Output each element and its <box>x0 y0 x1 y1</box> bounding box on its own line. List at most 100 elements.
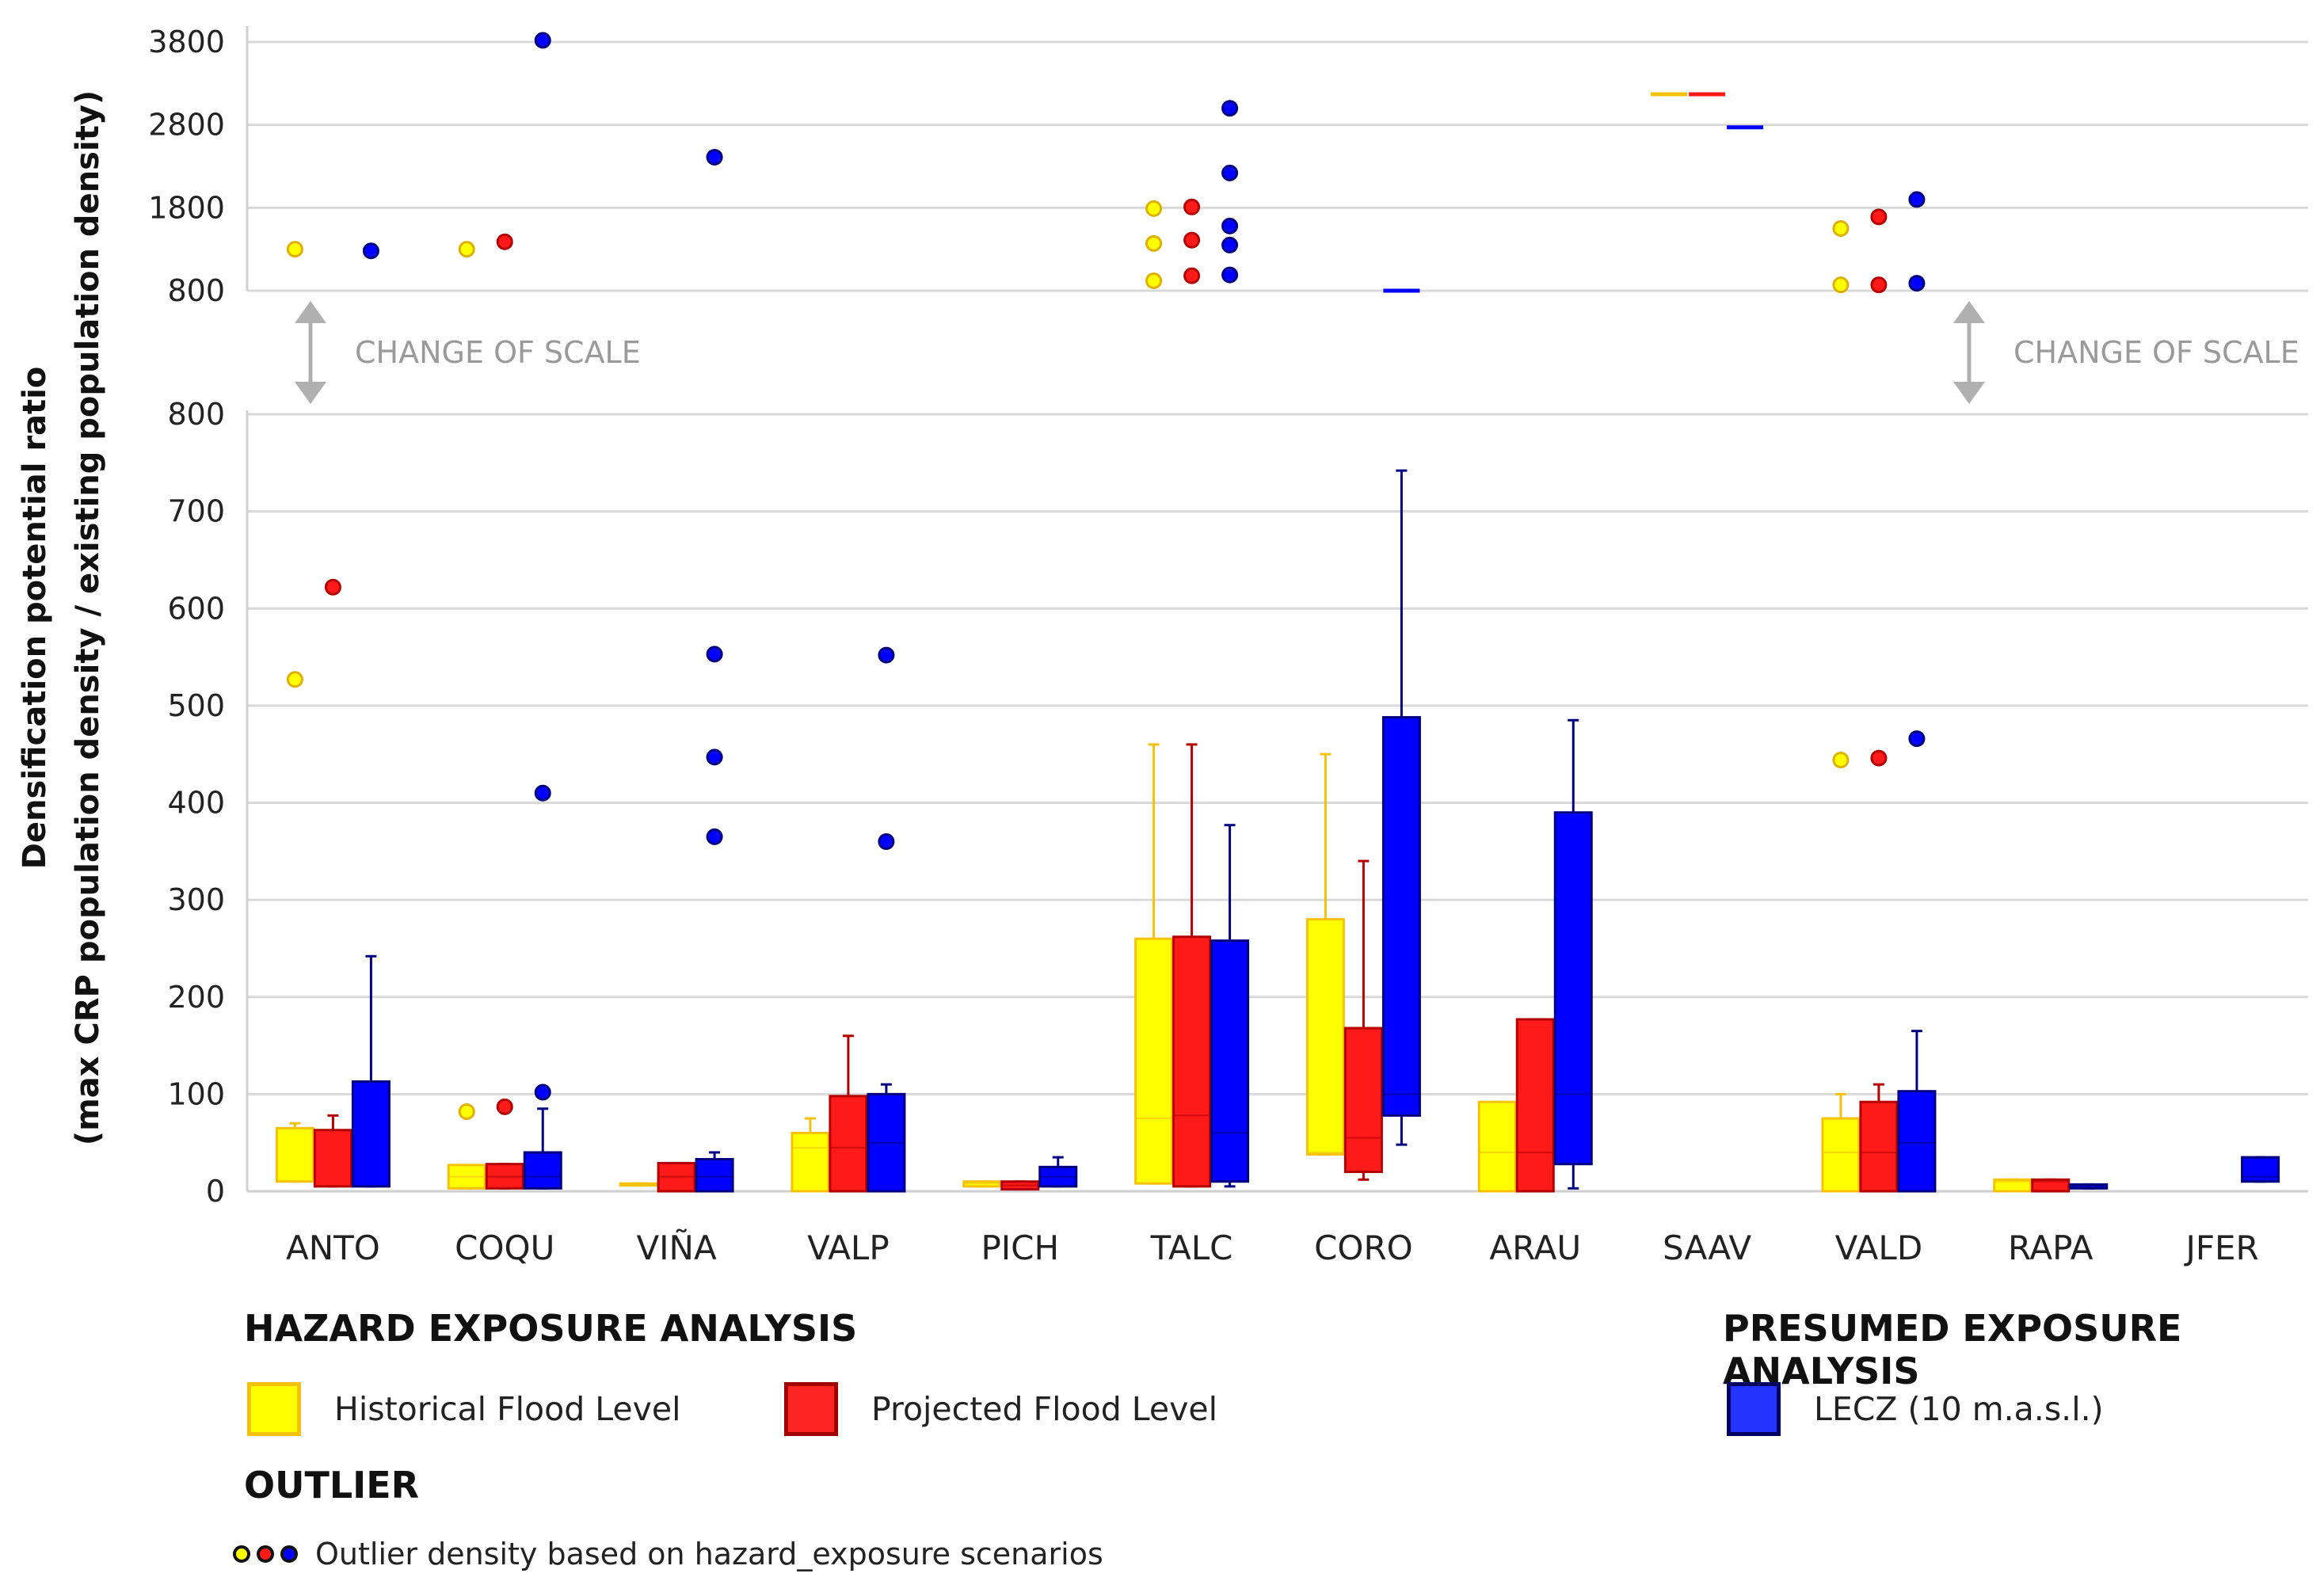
box-coqu-2 <box>523 1151 562 1190</box>
scale-break-arrowhead-down-right <box>1953 382 1985 404</box>
x-tick-jfer: JFER <box>2183 1228 2258 1267</box>
legend-item-outlier: Outlier density based on hazard_exposure… <box>233 1537 1103 1571</box>
box-coro-1 <box>1343 1027 1383 1173</box>
outlier-anto-0-0 <box>286 671 303 688</box>
x-tick-talc: TALC <box>1150 1228 1233 1267</box>
y-tick-upper-1800: 1800 <box>148 190 225 225</box>
outlier-vald-0-7 <box>1832 220 1850 237</box>
outlier-vald-2-15 <box>1908 191 1926 208</box>
outlier-dot-yellow <box>233 1545 250 1563</box>
outlier-coqu-1-1 <box>496 1098 513 1115</box>
outlier-coqu-2-3 <box>534 1084 551 1101</box>
scale-break-right: CHANGE OF SCALE <box>1953 301 2299 404</box>
outlier-dots <box>233 1545 298 1563</box>
y-tick-lower-300: 300 <box>167 882 225 917</box>
box-marks <box>275 92 2280 1193</box>
scale-break-label-right: CHANGE OF SCALE <box>2013 335 2299 370</box>
box-anto-2 <box>351 1080 391 1188</box>
y-tick-lower-400: 400 <box>167 786 225 821</box>
y-tick-lower-700: 700 <box>167 494 225 529</box>
outlier-coqu-2-1 <box>534 32 551 49</box>
y-tick-upper-2800: 2800 <box>148 108 225 143</box>
box-anto-0 <box>275 1126 314 1183</box>
outlier-talc-1-3 <box>1183 198 1201 215</box>
outlier-talc-2-12 <box>1221 217 1239 234</box>
legend-swatch-lecz <box>1727 1382 1781 1436</box>
x-tick-rapa: RAPA <box>2008 1228 2094 1267</box>
legend-label-outlier: Outlier density based on hazard_exposure… <box>315 1537 1103 1571</box>
outlier-viña-2-6 <box>706 749 723 766</box>
box-arau-1 <box>1515 1018 1555 1193</box>
x-tick-arau: ARAU <box>1489 1228 1581 1267</box>
outlier-vald-0-8 <box>1832 276 1850 294</box>
legend-item-historical: Historical Flood Level <box>247 1382 681 1436</box>
x-tick-vald: VALD <box>1835 1228 1923 1267</box>
outlier-coqu-1-2 <box>496 233 513 250</box>
outlier-anto-2-0 <box>362 242 379 260</box>
legend-label-lecz: LECZ (10 m.a.s.l.) <box>1814 1390 2104 1428</box>
scale-break-arrowhead-up-right <box>1953 301 1985 323</box>
outlier-viña-2-5 <box>706 646 723 663</box>
x-tick-anto: ANTO <box>286 1228 380 1267</box>
legend-label-projected: Projected Flood Level <box>871 1390 1217 1428</box>
hazard-exposure-heading: HAZARD EXPOSURE ANALYSIS <box>244 1307 858 1350</box>
y-tick-lower-0: 0 <box>206 1174 225 1209</box>
outlier-talc-0-5 <box>1145 234 1163 252</box>
scale-break-arrowhead-down-left <box>295 382 326 404</box>
outlier-coqu-2-2 <box>534 784 551 802</box>
box-arau-2 <box>1553 811 1593 1166</box>
scale-break-left: CHANGE OF SCALE <box>295 301 641 404</box>
legend-item-lecz: LECZ (10 m.a.s.l.) <box>1727 1382 2104 1436</box>
outlier-marks <box>286 32 1926 1120</box>
box-talc-1 <box>1172 935 1212 1188</box>
box-vald-2 <box>1897 1090 1937 1193</box>
box-rapa-0 <box>1993 1178 2033 1193</box>
outlier-vald-2-17 <box>1908 730 1926 748</box>
outlier-talc-2-14 <box>1221 266 1239 284</box>
x-tick-saav: SAAV <box>1663 1228 1751 1267</box>
outlier-talc-2-10 <box>1221 100 1239 117</box>
tick-labels: 0 100 200 300 400 500 600 700 800 800 1800 2800 3800… <box>148 25 2258 1267</box>
y-tick-lower-100: 100 <box>167 1076 225 1111</box>
box-rapa-1 <box>2031 1178 2071 1193</box>
outlier-heading: OUTLIER <box>244 1464 420 1507</box>
outlier-dot-red <box>257 1545 274 1563</box>
outlier-valp-2-8 <box>878 646 895 664</box>
outlier-vald-1-8 <box>1870 749 1888 767</box>
outlier-vald-1-6 <box>1870 208 1888 226</box>
outlier-talc-0-4 <box>1145 200 1163 217</box>
axes <box>246 26 2308 1193</box>
upper-gridlines <box>247 40 2308 292</box>
y-tick-lower-500: 500 <box>167 688 225 723</box>
outlier-vald-0-9 <box>1832 752 1850 769</box>
x-tick-pich: PICH <box>981 1228 1059 1267</box>
y-axis-label-line2: (max CRP population density / existing p… <box>70 90 106 1145</box>
outlier-anto-1-0 <box>324 578 341 596</box>
x-tick-coro: CORO <box>1314 1228 1413 1267</box>
y-axis-label-line1: Densification potential ratio <box>17 367 53 870</box>
legend-swatch-historical <box>247 1382 301 1436</box>
y-tick-lower-600: 600 <box>167 591 225 626</box>
outlier-vald-2-16 <box>1908 275 1926 292</box>
scale-break-label-left: CHANGE OF SCALE <box>355 335 641 370</box>
box-vald-1 <box>1859 1100 1899 1193</box>
outlier-viña-2-4 <box>706 148 723 166</box>
box-valp-0 <box>791 1131 830 1193</box>
outlier-coqu-0-1 <box>458 1103 475 1120</box>
box-arau-0 <box>1477 1100 1517 1193</box>
y-tick-upper-3800: 3800 <box>148 25 225 59</box>
box-coro-0 <box>1305 918 1345 1156</box>
box-talc-2 <box>1210 939 1250 1183</box>
outlier-valp-2-9 <box>878 833 895 851</box>
outlier-anto-0-2 <box>286 241 303 258</box>
box-jfer-2 <box>2241 1156 2280 1183</box>
legend-item-projected: Projected Flood Level <box>784 1382 1217 1436</box>
scale-break-arrowhead-up-left <box>295 301 326 323</box>
outlier-talc-0-6 <box>1145 272 1163 289</box>
lower-gridlines <box>247 413 2308 1193</box>
y-tick-upper-800: 800 <box>167 273 225 308</box>
outlier-talc-2-13 <box>1221 236 1239 253</box>
outlier-talc-1-5 <box>1183 267 1201 284</box>
x-tick-coqu: COQU <box>455 1228 554 1267</box>
outlier-dot-blue <box>280 1545 298 1563</box>
